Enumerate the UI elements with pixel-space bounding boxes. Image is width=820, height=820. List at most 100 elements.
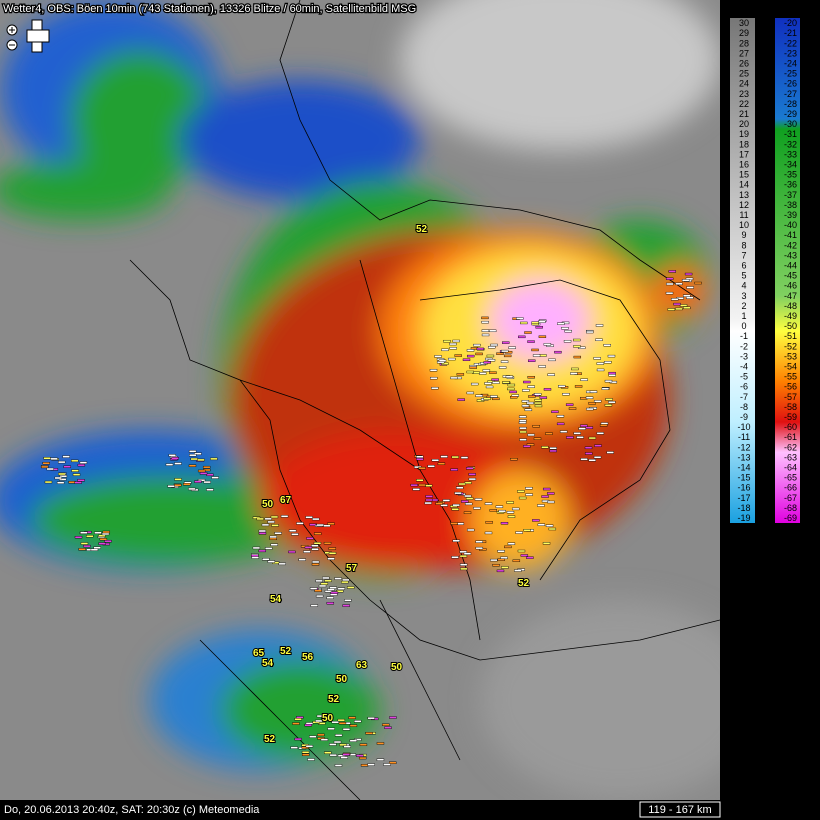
lightning-strike bbox=[382, 723, 390, 727]
lightning-strike bbox=[474, 498, 483, 501]
lightning-strike bbox=[334, 734, 343, 737]
lightning-strike bbox=[517, 490, 525, 493]
lightning-strike bbox=[306, 537, 314, 540]
lightning-strike bbox=[441, 348, 449, 352]
lightning-strike bbox=[50, 457, 58, 461]
lightning-strike bbox=[360, 764, 369, 767]
legend-label: 4 bbox=[741, 281, 746, 291]
lightning-strike bbox=[484, 502, 493, 505]
lightning-strike bbox=[551, 410, 559, 413]
lightning-strike bbox=[317, 733, 325, 737]
legend-label: -41 bbox=[784, 230, 797, 240]
lightning-strike bbox=[43, 457, 51, 460]
legend-label: -42 bbox=[784, 240, 797, 250]
lightning-strike bbox=[349, 724, 358, 727]
lightning-strike bbox=[463, 511, 472, 514]
legend-label: 5 bbox=[741, 271, 746, 281]
lightning-strike bbox=[90, 548, 99, 551]
lightning-strike bbox=[434, 355, 442, 358]
lightning-strike bbox=[190, 457, 198, 461]
lightning-strike bbox=[197, 469, 206, 473]
lightning-strike bbox=[203, 480, 211, 484]
legend-label: -16 bbox=[737, 483, 750, 493]
lightning-strike bbox=[489, 371, 497, 374]
lightning-strike bbox=[353, 720, 362, 723]
lightning-strike bbox=[329, 743, 337, 746]
lightning-strike bbox=[298, 558, 306, 561]
lightning-strike bbox=[495, 505, 504, 508]
legend-label: -4 bbox=[740, 361, 748, 371]
lightning-strike bbox=[586, 407, 594, 411]
legend-label: -43 bbox=[784, 250, 797, 260]
legend-label: -9 bbox=[740, 412, 748, 422]
lightning-strike bbox=[468, 473, 476, 476]
legend-label: 28 bbox=[739, 38, 749, 48]
lightning-strike bbox=[292, 722, 300, 725]
lightning-strike bbox=[344, 599, 352, 602]
lightning-strike bbox=[307, 758, 315, 761]
lightning-strike bbox=[74, 536, 83, 539]
legend-label: -3 bbox=[740, 351, 748, 361]
lightning-strike bbox=[595, 324, 604, 327]
lightning-strike bbox=[440, 504, 448, 507]
lightning-strike bbox=[498, 366, 507, 369]
lightning-strike bbox=[549, 447, 557, 450]
lightning-strike bbox=[334, 577, 342, 580]
lightning-strike bbox=[174, 478, 182, 481]
lightning-strike bbox=[456, 486, 464, 489]
lightning-strike bbox=[339, 743, 347, 747]
lightning-strike bbox=[331, 720, 339, 724]
lightning-strike bbox=[588, 436, 597, 440]
lightning-strike bbox=[556, 422, 565, 426]
lightning-strike bbox=[311, 544, 319, 547]
lightning-strike bbox=[593, 400, 602, 403]
lightning-strike bbox=[296, 522, 304, 525]
lightning-strike bbox=[466, 354, 475, 358]
lightning-strike bbox=[460, 456, 469, 459]
lightning-strike bbox=[496, 569, 505, 573]
lightning-strike bbox=[500, 556, 508, 560]
lightning-strike bbox=[459, 563, 468, 566]
legend-label: 2 bbox=[741, 301, 746, 311]
lightning-strike bbox=[425, 495, 433, 498]
lightning-strike bbox=[309, 735, 317, 738]
lightning-strike bbox=[510, 458, 518, 461]
legend-label: -32 bbox=[784, 139, 797, 149]
gust-label: 54 bbox=[262, 658, 274, 669]
legend-label: -59 bbox=[784, 412, 797, 422]
zoom-controls[interactable] bbox=[6, 19, 50, 53]
lightning-strike bbox=[665, 291, 674, 295]
lightning-strike bbox=[675, 282, 683, 286]
lightning-strike bbox=[531, 321, 539, 324]
lightning-strike bbox=[194, 452, 202, 455]
lightning-strike bbox=[429, 369, 438, 372]
lightning-strike bbox=[542, 487, 551, 491]
lightning-strike bbox=[492, 381, 500, 384]
header-title: Wetter4, OBS: Böen 10min (743 Stationen)… bbox=[3, 3, 416, 15]
lightning-strike bbox=[521, 400, 530, 403]
lightning-strike bbox=[484, 382, 492, 385]
legend-label: -22 bbox=[784, 38, 797, 48]
lightning-strike bbox=[512, 559, 521, 562]
lightning-strike bbox=[174, 462, 182, 465]
lightning-strike bbox=[462, 358, 471, 361]
legend-label: 9 bbox=[741, 230, 746, 240]
lightning-strike bbox=[464, 494, 472, 498]
lightning-strike bbox=[441, 362, 449, 365]
lightning-strike bbox=[534, 393, 542, 396]
lightning-strike bbox=[496, 352, 504, 355]
lightning-strike bbox=[42, 462, 50, 465]
legend-label: -51 bbox=[784, 331, 797, 341]
legend-label: -28 bbox=[784, 99, 797, 109]
gust-label: 52 bbox=[416, 224, 428, 235]
lightning-strike bbox=[507, 383, 516, 387]
lightning-strike bbox=[83, 544, 91, 548]
lightning-strike bbox=[608, 374, 616, 377]
gust-label: 67 bbox=[280, 495, 292, 506]
lightning-strike bbox=[323, 541, 332, 545]
lightning-strike bbox=[58, 478, 67, 481]
lightning-strike bbox=[464, 502, 473, 506]
lightning-strike bbox=[507, 515, 516, 518]
lightning-strike bbox=[568, 407, 577, 410]
